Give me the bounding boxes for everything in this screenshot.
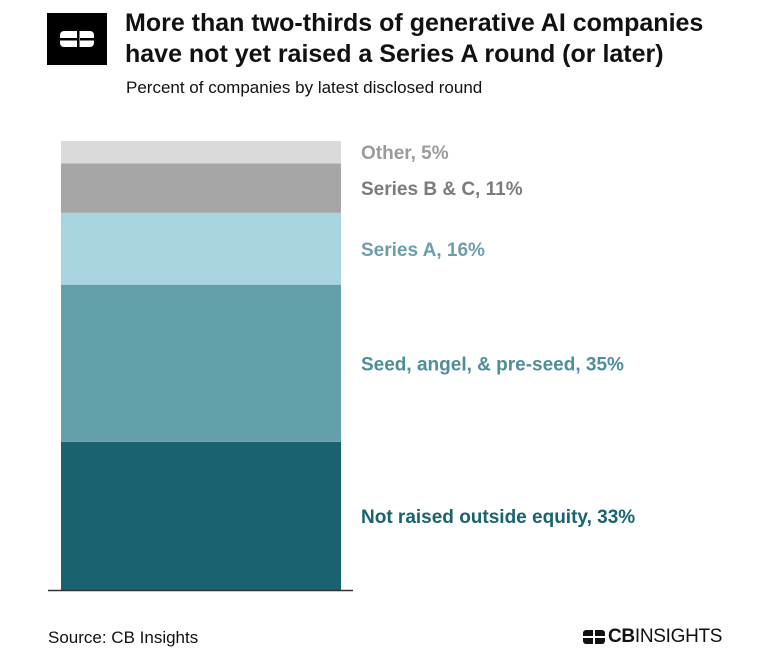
- bar-segment-1: [61, 284, 341, 442]
- brand-wordmark: CBINSIGHTS: [583, 626, 722, 648]
- segment-label-1: Seed, angel, & pre-seed, 35%: [361, 354, 624, 375]
- bar-segment-0: [61, 441, 341, 590]
- chart-subtitle: Percent of companies by latest disclosed…: [126, 78, 483, 97]
- bar-segment-2: [61, 212, 341, 285]
- brand-bold: CB: [608, 626, 635, 647]
- segment-labels: Not raised outside equity, 33% Seed, ange…: [361, 143, 635, 528]
- source-note: Source: CB Insights: [48, 628, 199, 647]
- cb-logo-icon: [60, 31, 94, 47]
- segment-label-2: Series A, 16%: [361, 240, 485, 261]
- segment-label-4: Other, 5%: [361, 143, 449, 164]
- segment-label-3: Series B & C, 11%: [361, 179, 523, 200]
- brand-rest: INSIGHTS: [634, 626, 723, 647]
- cb-wordmark-icon: [583, 630, 605, 644]
- bar-segment-4: [61, 141, 341, 164]
- bar-segments: [61, 141, 341, 590]
- segment-label-0: Not raised outside equity, 33%: [361, 507, 635, 528]
- cb-insights-logo: [47, 13, 107, 65]
- bar-segment-3: [61, 163, 341, 213]
- chart-title: More than two-thirds of generative AI co…: [125, 9, 704, 68]
